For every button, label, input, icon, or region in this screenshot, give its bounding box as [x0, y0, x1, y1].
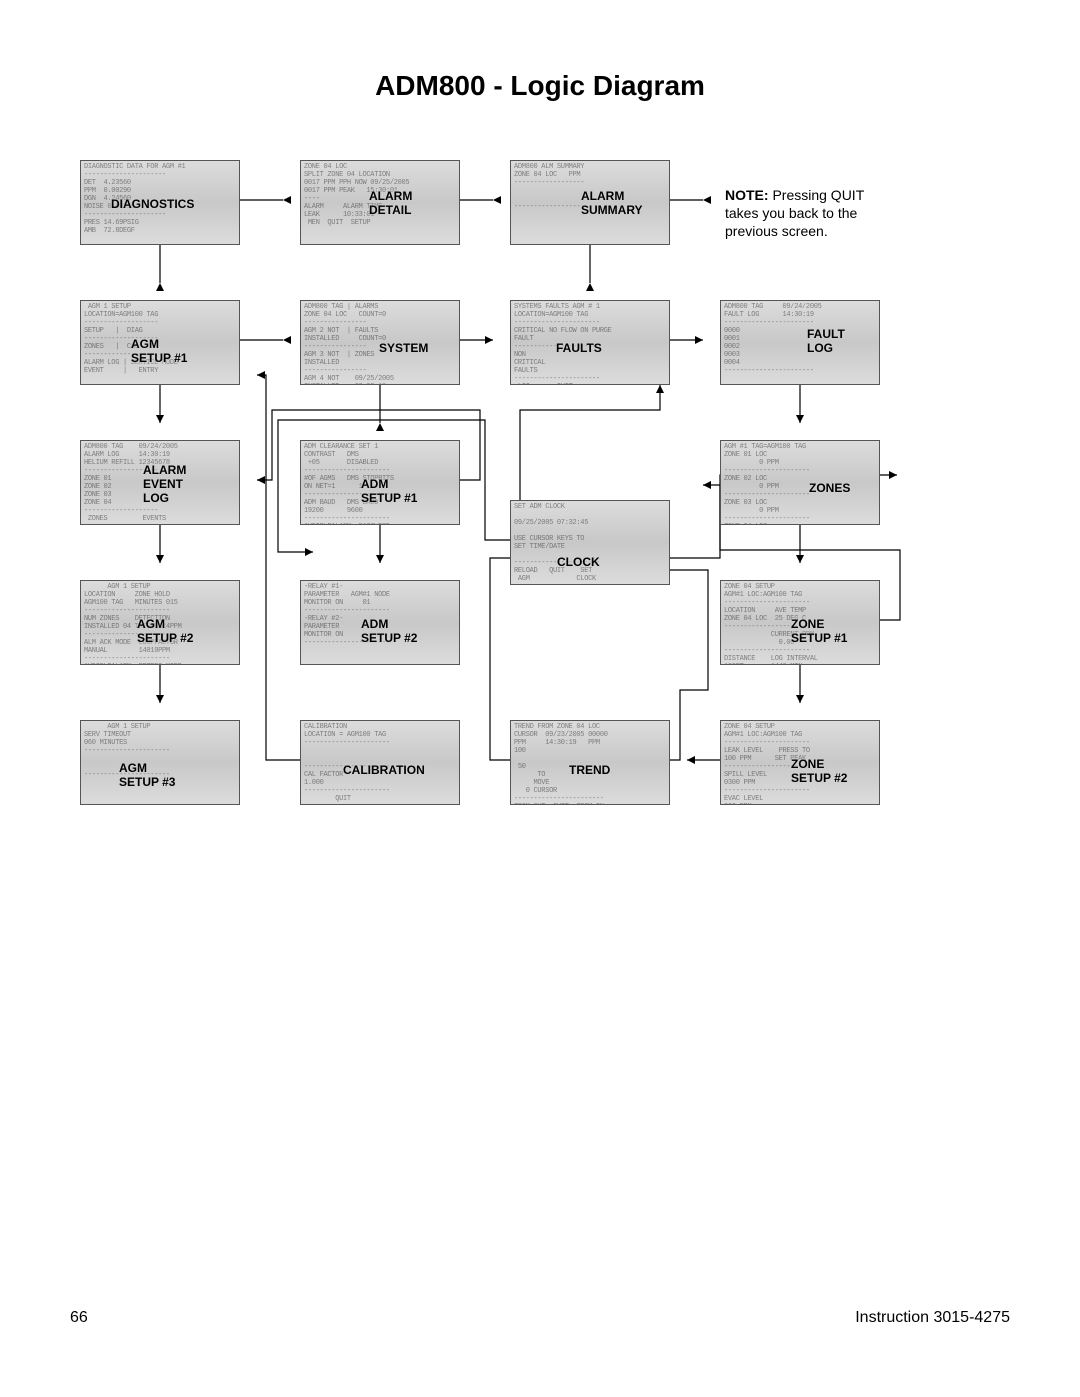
screen-system: ADM800 TAG | ALARMS ZONE 04 LOC COUNT=0 … — [300, 300, 460, 385]
screen-label: ALARM DETAIL — [369, 189, 412, 217]
arrowhead — [257, 476, 265, 484]
screen-label: ZONES — [809, 481, 850, 495]
screen-faults: SYSTEMS FAULTS AGM # 1 LOCATION=AGM100 T… — [510, 300, 670, 385]
arrowhead — [376, 555, 384, 563]
instruction-number: Instruction 3015-4275 — [855, 1309, 1010, 1327]
screen-label: ADM SETUP #1 — [361, 477, 417, 505]
screen-trend: TREND FROM ZONE 04 LOC CURSOR 09/23/2005… — [510, 720, 670, 805]
screen-agm-setup1: AGM 1 SETUP LOCATION=AGM100 TAG --------… — [80, 300, 240, 385]
arrowhead — [796, 555, 804, 563]
screen-alarm-detail: ZONE 04 LOC SPLIT ZONE 04 LOCATION 0017 … — [300, 160, 460, 245]
screen-zone-setup1: ZONE 04 SETUP AGM#1 LOC:AGM100 TAG -----… — [720, 580, 880, 665]
arrowhead — [376, 423, 384, 431]
arrowhead — [796, 695, 804, 703]
screen-label: SYSTEM — [379, 341, 428, 355]
arrowhead — [257, 371, 265, 379]
screen-zone-setup2: ZONE 04 SETUP AGM#1 LOC:AGM100 TAG -----… — [720, 720, 880, 805]
screen-label: ZONE SETUP #2 — [791, 757, 847, 785]
screen-agm-setup3: AGM 1 SETUP SERV TIMEOUT 060 MINUTES ---… — [80, 720, 240, 805]
arrowhead — [485, 336, 493, 344]
arrowhead — [796, 415, 804, 423]
screen-label: FAULT LOG — [807, 327, 845, 355]
logic-diagram: DIAGNOSTIC DATA FOR AGM #1 -------------… — [60, 160, 1020, 880]
arrowhead — [656, 385, 664, 393]
screen-label: ZONE SETUP #1 — [791, 617, 847, 645]
screen-adm-setup1: ADM CLEARANCE SET 1 CONTRAST DMS +05 DIS… — [300, 440, 460, 525]
screen-label: ALARM EVENT LOG — [143, 463, 186, 505]
screen-label: ALARM SUMMARY — [581, 189, 643, 217]
arrowhead — [695, 336, 703, 344]
screen-label: CLOCK — [557, 555, 600, 569]
arrowhead — [305, 548, 313, 556]
page-title: ADM800 - Logic Diagram — [0, 70, 1080, 102]
screen-label: AGM SETUP #3 — [119, 761, 175, 789]
screen-label: TREND — [569, 763, 610, 777]
screen-alarm-summary: ADM800 ALM SUMMARY ZONE 04 LOC PPM -----… — [510, 160, 670, 245]
arrowhead — [687, 756, 695, 764]
connector — [257, 375, 300, 760]
screen-content: AGM #1 TAG=AGM100 TAG ZONE 01 LOC 0 PPM … — [721, 441, 879, 525]
screen-fault-log: ADM800 TAG 09/24/2005 FAULT LOG 14:30:19… — [720, 300, 880, 385]
arrowhead — [703, 481, 711, 489]
arrowhead — [889, 471, 897, 479]
arrowhead — [283, 196, 291, 204]
screen-clock: SET ADM CLOCK 09/25/2005 07:32:45 USE CU… — [510, 500, 670, 585]
screen-label: AGM SETUP #1 — [131, 337, 187, 365]
arrowhead — [283, 336, 291, 344]
screen-label: AGM SETUP #2 — [137, 617, 193, 645]
screen-content: ADM800 TAG 09/24/2005 FAULT LOG 14:30:19… — [721, 301, 879, 377]
screen-calibration: CALIBRATION LOCATION = AGM100 TAG ------… — [300, 720, 460, 805]
screen-alarm-event-log: ADM800 TAG 09/24/2005 ALARM LOG 14:30:19… — [80, 440, 240, 525]
screen-content: SET ADM CLOCK 09/25/2005 07:32:45 USE CU… — [511, 501, 669, 585]
screen-zones: AGM #1 TAG=AGM100 TAG ZONE 01 LOC 0 PPM … — [720, 440, 880, 525]
arrowhead — [156, 555, 164, 563]
screen-diagnostics: DIAGNOSTIC DATA FOR AGM #1 -------------… — [80, 160, 240, 245]
page-number: 66 — [70, 1309, 88, 1327]
screen-agm-setup2: AGM 1 SETUP LOCATION ZONE HOLD AGM100 TA… — [80, 580, 240, 665]
arrowhead — [586, 283, 594, 291]
quit-note: NOTE: Pressing QUIT takes you back to th… — [725, 186, 864, 240]
screen-label: ADM SETUP #2 — [361, 617, 417, 645]
arrowhead — [156, 695, 164, 703]
screen-label: CALIBRATION — [343, 763, 425, 777]
arrowhead — [156, 415, 164, 423]
arrowhead — [703, 196, 711, 204]
screen-label: DIAGNOSTICS — [111, 197, 194, 211]
arrowhead — [156, 283, 164, 291]
screen-label: FAULTS — [556, 341, 602, 355]
arrowhead — [493, 196, 501, 204]
screen-adm-setup2: -RELAY #1- PARAMETER AGM#1 NODE MONITOR … — [300, 580, 460, 665]
